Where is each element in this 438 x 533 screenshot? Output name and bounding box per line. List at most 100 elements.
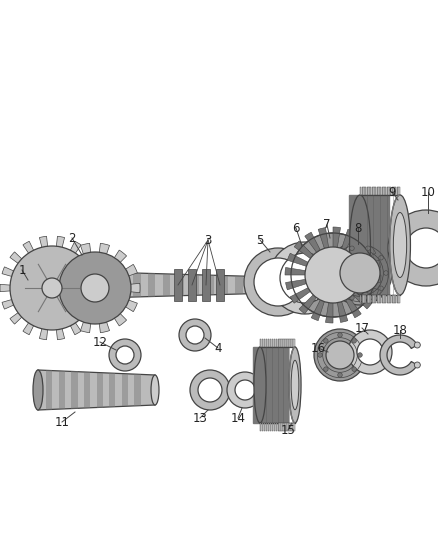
Bar — [392, 295, 393, 303]
Ellipse shape — [350, 195, 371, 295]
Wedge shape — [333, 275, 361, 318]
Wedge shape — [286, 275, 333, 290]
Bar — [46, 370, 52, 410]
Bar — [59, 370, 65, 409]
Bar — [377, 187, 378, 195]
Text: 10: 10 — [420, 185, 435, 198]
Bar — [90, 271, 97, 298]
Circle shape — [328, 241, 392, 305]
Bar — [365, 187, 366, 195]
Text: 18: 18 — [392, 324, 407, 336]
Circle shape — [366, 295, 370, 300]
Bar — [192, 274, 199, 295]
Circle shape — [324, 338, 328, 343]
Wedge shape — [81, 288, 95, 333]
Circle shape — [414, 342, 420, 348]
Wedge shape — [39, 288, 52, 340]
Wedge shape — [318, 228, 333, 275]
Bar — [373, 187, 374, 195]
Wedge shape — [95, 264, 138, 288]
Text: 12: 12 — [92, 335, 107, 349]
Wedge shape — [81, 244, 95, 288]
Bar — [177, 274, 184, 296]
Bar — [71, 372, 78, 409]
Bar — [387, 187, 388, 195]
Bar — [367, 295, 368, 303]
Circle shape — [337, 286, 341, 290]
Ellipse shape — [289, 347, 301, 423]
Bar — [206, 275, 214, 295]
Circle shape — [59, 252, 131, 324]
Circle shape — [81, 274, 109, 302]
Wedge shape — [52, 267, 102, 288]
Text: 3: 3 — [204, 233, 212, 246]
Circle shape — [280, 253, 330, 303]
Bar — [104, 272, 111, 298]
Circle shape — [291, 233, 375, 317]
Wedge shape — [0, 285, 52, 292]
Bar — [174, 269, 182, 301]
Bar — [368, 187, 370, 195]
Circle shape — [235, 380, 255, 400]
Bar — [119, 272, 126, 297]
Circle shape — [384, 271, 388, 275]
Bar — [188, 269, 196, 301]
Bar — [291, 423, 293, 431]
Wedge shape — [294, 241, 333, 275]
Text: 2: 2 — [68, 231, 76, 245]
Wedge shape — [52, 252, 94, 288]
Ellipse shape — [33, 370, 43, 410]
Bar — [368, 295, 370, 303]
Bar — [289, 339, 291, 347]
Bar — [278, 423, 279, 431]
Circle shape — [314, 329, 366, 381]
Bar — [383, 295, 385, 303]
Text: 4: 4 — [214, 342, 222, 354]
Bar — [381, 295, 383, 303]
Bar — [367, 187, 368, 195]
Bar — [75, 271, 82, 299]
Bar — [162, 274, 170, 296]
Bar — [380, 187, 381, 195]
Wedge shape — [311, 275, 333, 321]
Bar — [279, 423, 281, 431]
Bar — [235, 276, 243, 294]
Circle shape — [109, 339, 141, 371]
Bar — [281, 423, 283, 431]
Bar — [276, 339, 277, 347]
Circle shape — [348, 330, 392, 374]
Bar — [395, 187, 396, 195]
Bar — [393, 187, 395, 195]
Bar — [274, 423, 275, 431]
Wedge shape — [50, 284, 95, 293]
Bar — [260, 339, 261, 347]
Circle shape — [350, 246, 354, 251]
Text: 7: 7 — [323, 219, 331, 231]
Wedge shape — [333, 236, 367, 275]
Bar — [398, 295, 399, 303]
Bar — [281, 339, 283, 347]
Bar — [378, 295, 380, 303]
Wedge shape — [95, 244, 110, 288]
Bar — [264, 339, 265, 347]
Wedge shape — [333, 260, 381, 275]
Circle shape — [338, 333, 342, 337]
Bar — [278, 339, 279, 347]
Wedge shape — [52, 288, 94, 324]
Polygon shape — [38, 370, 155, 410]
Wedge shape — [52, 236, 64, 288]
Circle shape — [179, 319, 211, 351]
Bar — [372, 295, 373, 303]
Bar — [293, 423, 294, 431]
Wedge shape — [333, 229, 355, 275]
Circle shape — [227, 372, 263, 408]
Wedge shape — [287, 253, 333, 275]
Wedge shape — [333, 227, 340, 275]
Bar — [365, 295, 366, 303]
Wedge shape — [23, 241, 52, 288]
Ellipse shape — [151, 375, 159, 405]
Bar — [96, 373, 103, 408]
Bar — [260, 423, 261, 431]
Circle shape — [340, 253, 380, 293]
Text: 9: 9 — [388, 185, 396, 198]
